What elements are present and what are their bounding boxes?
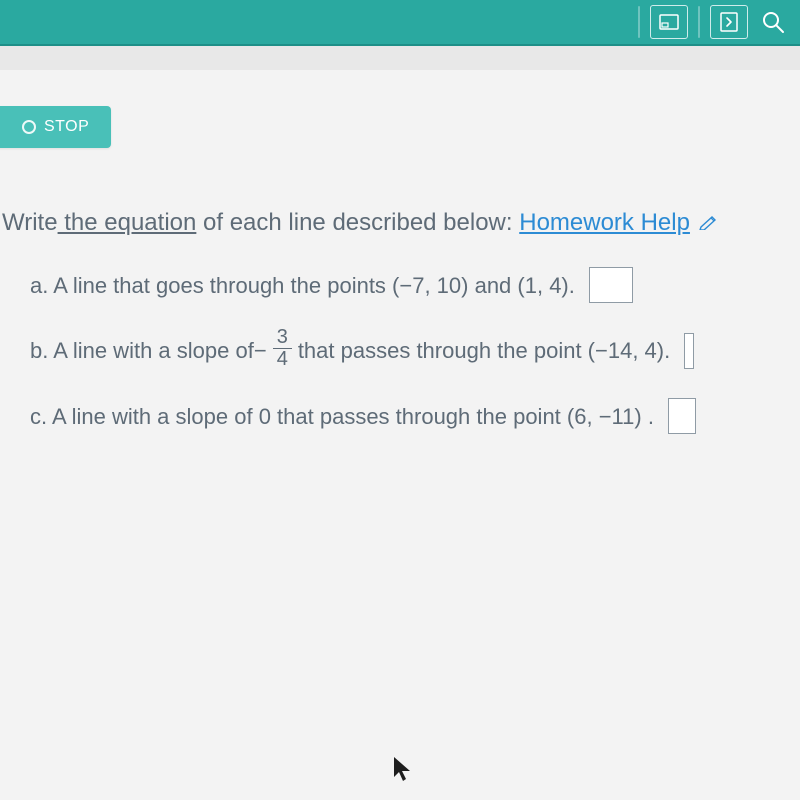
search-icon[interactable] — [754, 5, 792, 39]
prompt-rest: of each line described below: — [196, 209, 519, 236]
toolbar-divider — [638, 6, 640, 38]
homework-help-link[interactable]: Homework Help — [519, 209, 690, 236]
answer-input-c[interactable] — [668, 398, 696, 434]
pencil-icon — [699, 206, 719, 241]
record-icon — [22, 120, 36, 134]
fraction-b: 3 4 — [273, 327, 292, 370]
toolbar-divider — [698, 6, 700, 38]
part-b: b. A line with a slope of − 3 4 that pas… — [30, 329, 796, 372]
stop-button[interactable]: STOP — [0, 106, 111, 148]
part-a-text: a. A line that goes through the points (… — [30, 269, 575, 302]
stop-label: STOP — [44, 118, 89, 136]
cursor-icon — [392, 755, 414, 788]
prompt-underlined: the equation — [58, 209, 197, 236]
page-nav-icon[interactable] — [710, 5, 748, 39]
part-b-post: that passes through the point (−14, 4). — [298, 334, 670, 367]
fraction-b-num: 3 — [273, 327, 292, 349]
part-b-pre: b. A line with a slope of — [30, 334, 254, 367]
part-c-text: c. A line with a slope of 0 that passes … — [30, 400, 654, 433]
hw-link-label: Homework Help — [519, 209, 690, 236]
question-prompt: Write the equation of each line describe… — [2, 206, 796, 241]
top-toolbar — [0, 0, 800, 46]
answer-input-b[interactable] — [684, 333, 694, 369]
part-b-neg: − — [254, 334, 267, 367]
part-a: a. A line that goes through the points (… — [30, 267, 796, 303]
fraction-b-den: 4 — [273, 349, 292, 370]
question-content: Write the equation of each line describe… — [2, 206, 796, 460]
aspect-ratio-icon[interactable] — [650, 5, 688, 39]
part-c: c. A line with a slope of 0 that passes … — [30, 398, 796, 434]
answer-input-a[interactable] — [589, 267, 633, 303]
prompt-lead: Write — [2, 209, 58, 236]
